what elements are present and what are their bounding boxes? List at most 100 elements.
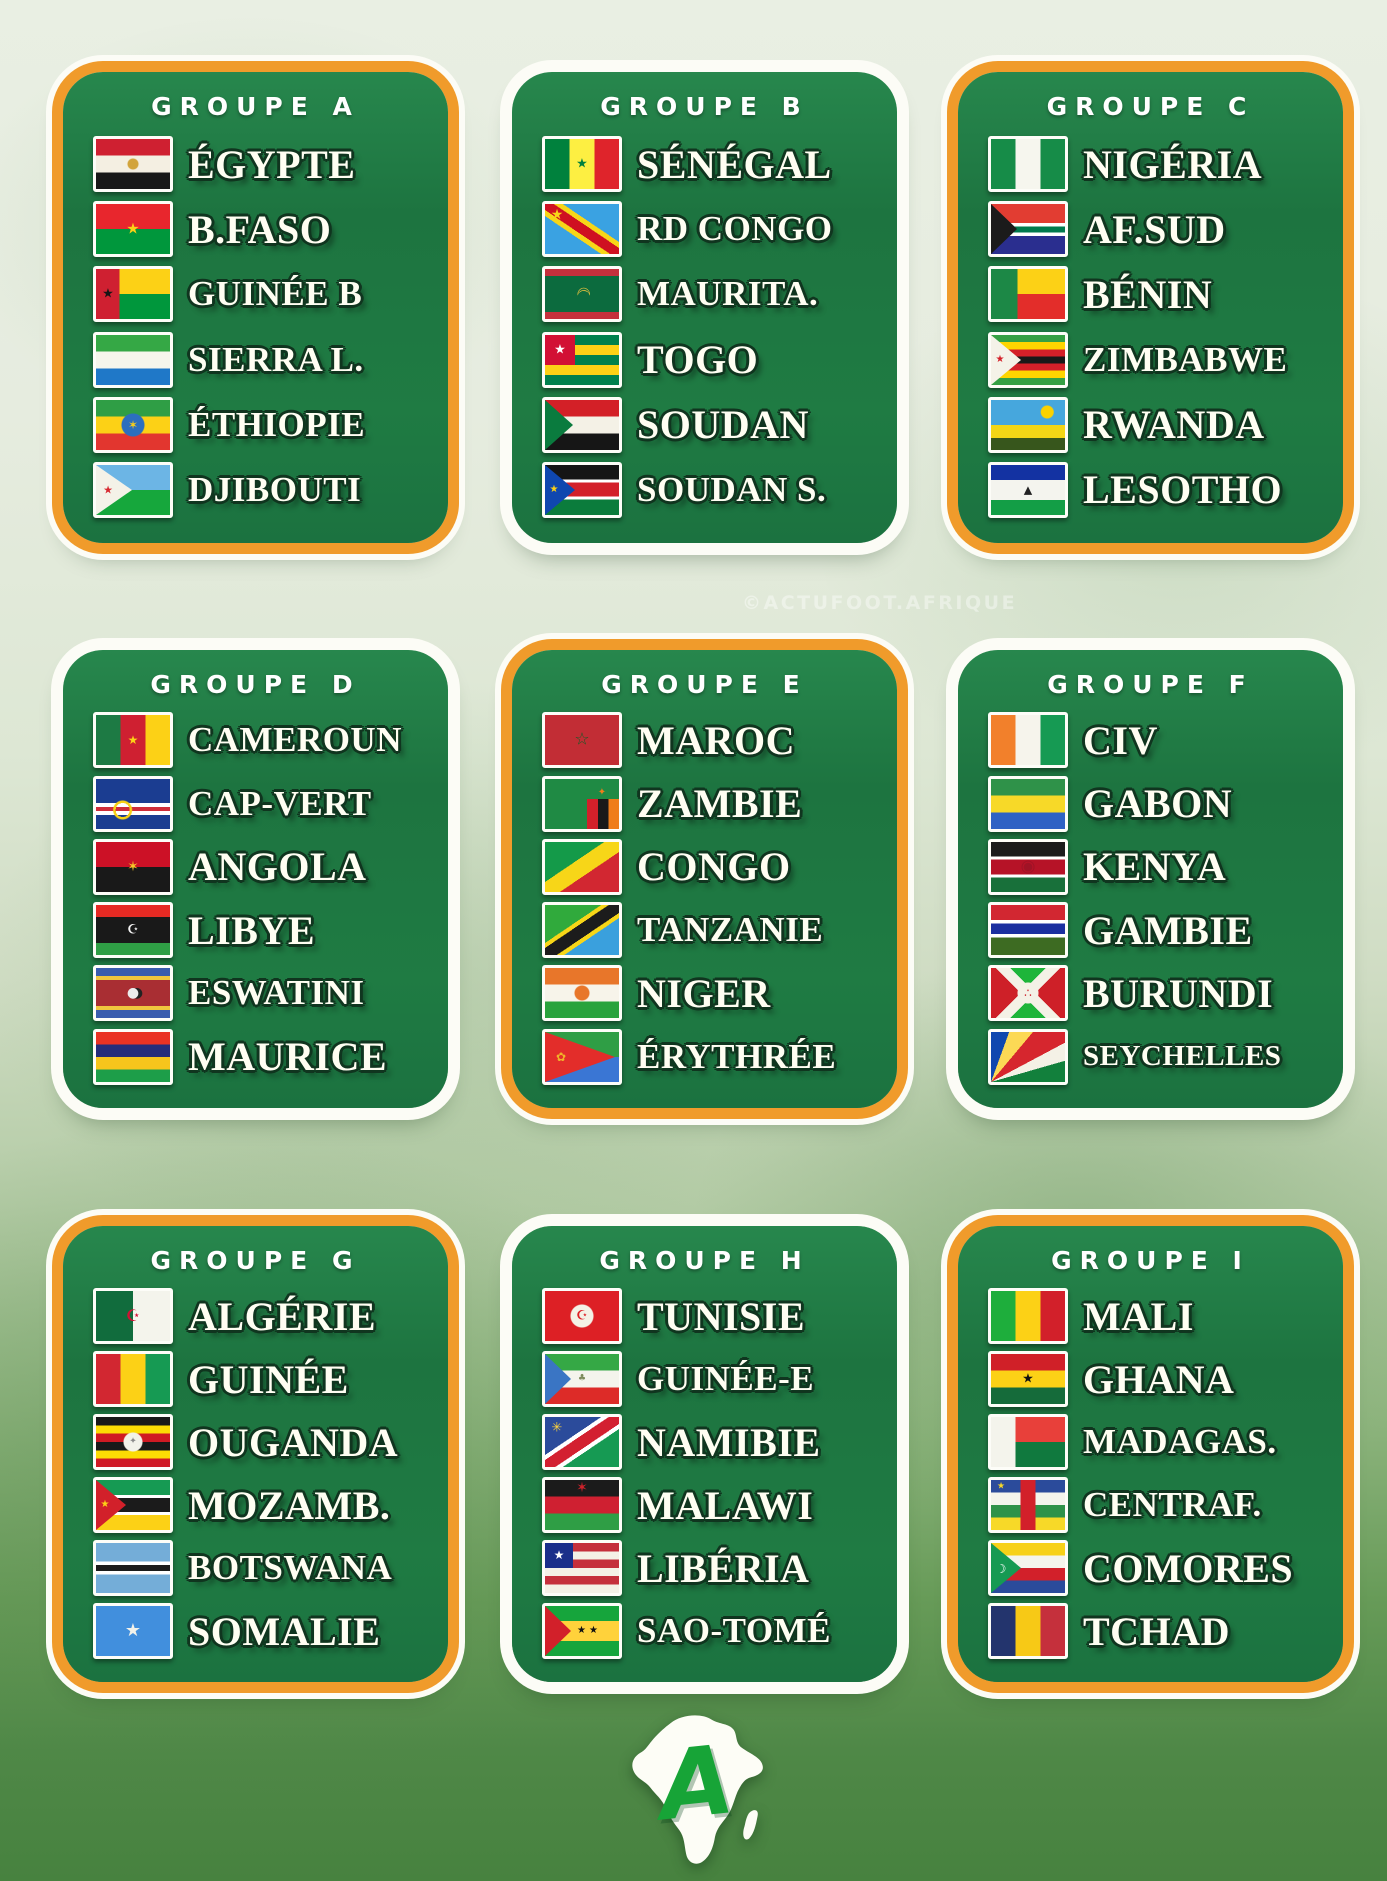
group-title: GROUPE F — [1047, 670, 1254, 699]
team-name: ANGOLA — [188, 844, 367, 890]
team-name: ÉTHIOPIE — [188, 404, 366, 444]
team-row: AF.SUD — [988, 201, 1329, 258]
flag-togo-icon — [542, 331, 622, 388]
team-name: GUINÉE B — [188, 274, 363, 314]
team-name: ÉRYTHRÉE — [637, 1036, 837, 1076]
team-name: NIGÉRIA — [1083, 141, 1263, 187]
group-title: GROUPE I — [1051, 1246, 1250, 1275]
team-name: KENYA — [1083, 844, 1227, 890]
team-name: RD CONGO — [637, 209, 833, 249]
team-name: DJIBOUTI — [188, 469, 362, 509]
group-title: GROUPE C — [1046, 92, 1255, 121]
team-row: ÉRYTHRÉE — [542, 1028, 883, 1085]
team-row: CAP-VERT — [93, 775, 434, 832]
team-name: GAMBIE — [1083, 907, 1253, 953]
team-name: GHANA — [1083, 1356, 1235, 1402]
flag-seychelles-icon — [988, 1028, 1068, 1085]
team-name: CAMEROUN — [188, 720, 402, 760]
team-row: GUINÉE — [93, 1351, 434, 1407]
team-list: MALI GHANA MADAGAS. CENTRAF. COMORES TCH… — [958, 1273, 1343, 1682]
team-row: TANZANIE — [542, 902, 883, 959]
flag-zambie-icon — [542, 775, 622, 832]
team-list: TUNISIE GUINÉE-E NAMIBIE MALAWI LIBÉRIA … — [512, 1273, 897, 1682]
flag-rwanda-icon — [988, 396, 1068, 453]
group-title: GROUPE H — [599, 1246, 810, 1275]
flag-burkina-faso-icon — [93, 201, 173, 258]
team-name: ESWATINI — [188, 973, 365, 1013]
team-row: BURUNDI — [988, 965, 1329, 1022]
team-name: MAROC — [637, 717, 796, 763]
team-name: COMORES — [1083, 1545, 1294, 1591]
flag-tunisie-icon — [542, 1288, 622, 1344]
flag-niger-icon — [542, 965, 622, 1022]
flag-mauritanie-icon — [542, 266, 622, 323]
team-name: SOUDAN — [637, 402, 809, 448]
team-name: OUGANDA — [188, 1419, 399, 1465]
team-name: TCHAD — [1083, 1608, 1230, 1654]
team-name: TUNISIE — [637, 1293, 806, 1339]
flag-ghana-icon — [988, 1351, 1068, 1407]
team-name: SOUDAN S. — [637, 469, 827, 509]
team-row: GUINÉE B — [93, 266, 434, 323]
team-list: NIGÉRIA AF.SUD BÉNIN ZIMBABWE RWANDA LES… — [958, 119, 1343, 543]
group-card-h: GROUPE H TUNISIE GUINÉE-E NAMIBIE MALAWI… — [512, 1226, 897, 1682]
team-row: NIGÉRIA — [988, 136, 1329, 193]
flag-cote-divoire-icon — [988, 712, 1068, 769]
team-row: KENYA — [988, 838, 1329, 895]
team-row: RD CONGO — [542, 201, 883, 258]
flag-sao-tome-icon — [542, 1603, 622, 1659]
team-name: NAMIBIE — [637, 1419, 821, 1465]
team-name: B.FASO — [188, 206, 332, 252]
team-row: COMORES — [988, 1540, 1329, 1596]
team-row: SOUDAN — [542, 396, 883, 453]
team-row: DJIBOUTI — [93, 461, 434, 518]
flag-guinee-equatoriale-icon — [542, 1351, 622, 1407]
team-row: MADAGAS. — [988, 1414, 1329, 1470]
team-row: B.FASO — [93, 201, 434, 258]
team-name: ÉGYPTE — [188, 141, 356, 187]
team-name: AF.SUD — [1083, 206, 1226, 252]
team-row: SÉNÉGAL — [542, 136, 883, 193]
group-title: GROUPE D — [150, 670, 361, 699]
africa-map-icon — [632, 1715, 763, 1864]
team-name: GUINÉE — [188, 1356, 349, 1402]
team-name: BURUNDI — [1083, 970, 1274, 1016]
team-name: MALAWI — [637, 1482, 814, 1528]
team-name: BOTSWANA — [188, 1548, 393, 1587]
flag-gambie-icon — [988, 902, 1068, 959]
team-row: SAO-TOMÉ — [542, 1603, 883, 1659]
flag-maroc-icon — [542, 712, 622, 769]
team-row: GHANA — [988, 1351, 1329, 1407]
team-list: CIV GABON KENYA GAMBIE BURUNDI SEYCHELLE… — [958, 697, 1343, 1108]
team-row: SOUDAN S. — [542, 461, 883, 518]
team-name: SÉNÉGAL — [637, 141, 832, 187]
team-list: ALGÉRIE GUINÉE OUGANDA MOZAMB. BOTSWANA … — [63, 1273, 448, 1682]
team-name: CAP-VERT — [188, 783, 372, 823]
flag-nigeria-icon — [988, 136, 1068, 193]
team-row: BOTSWANA — [93, 1540, 434, 1596]
group-title: GROUPE G — [150, 1246, 361, 1275]
team-name: CIV — [1083, 717, 1158, 763]
team-row: LIBÉRIA — [542, 1540, 883, 1596]
team-list: SÉNÉGAL RD CONGO MAURITA. TOGO SOUDAN SO… — [512, 119, 897, 543]
flag-tchad-icon — [988, 1603, 1068, 1659]
flag-djibouti-icon — [93, 461, 173, 518]
flag-namibie-icon — [542, 1414, 622, 1470]
team-row: BÉNIN — [988, 266, 1329, 323]
group-card-c: GROUPE C NIGÉRIA AF.SUD BÉNIN ZIMBABWE R… — [958, 72, 1343, 543]
flag-eswatini-icon — [93, 965, 173, 1022]
flag-tanzanie-icon — [542, 902, 622, 959]
team-row: TCHAD — [988, 1603, 1329, 1659]
team-row: ZIMBABWE — [988, 331, 1329, 388]
team-name: SOMALIE — [188, 1608, 381, 1654]
team-row: MALI — [988, 1288, 1329, 1344]
africa-logo: A — [598, 1706, 798, 1876]
team-row: TUNISIE — [542, 1288, 883, 1344]
flag-kenya-icon — [988, 838, 1068, 895]
team-name: ZAMBIE — [637, 781, 803, 827]
group-card-a: GROUPE A ÉGYPTE B.FASO GUINÉE B SIERRA L… — [63, 72, 448, 543]
team-name: NIGER — [637, 970, 771, 1016]
team-name: LESOTHO — [1083, 467, 1283, 513]
team-row: MAROC — [542, 712, 883, 769]
team-row: LIBYE — [93, 902, 434, 959]
